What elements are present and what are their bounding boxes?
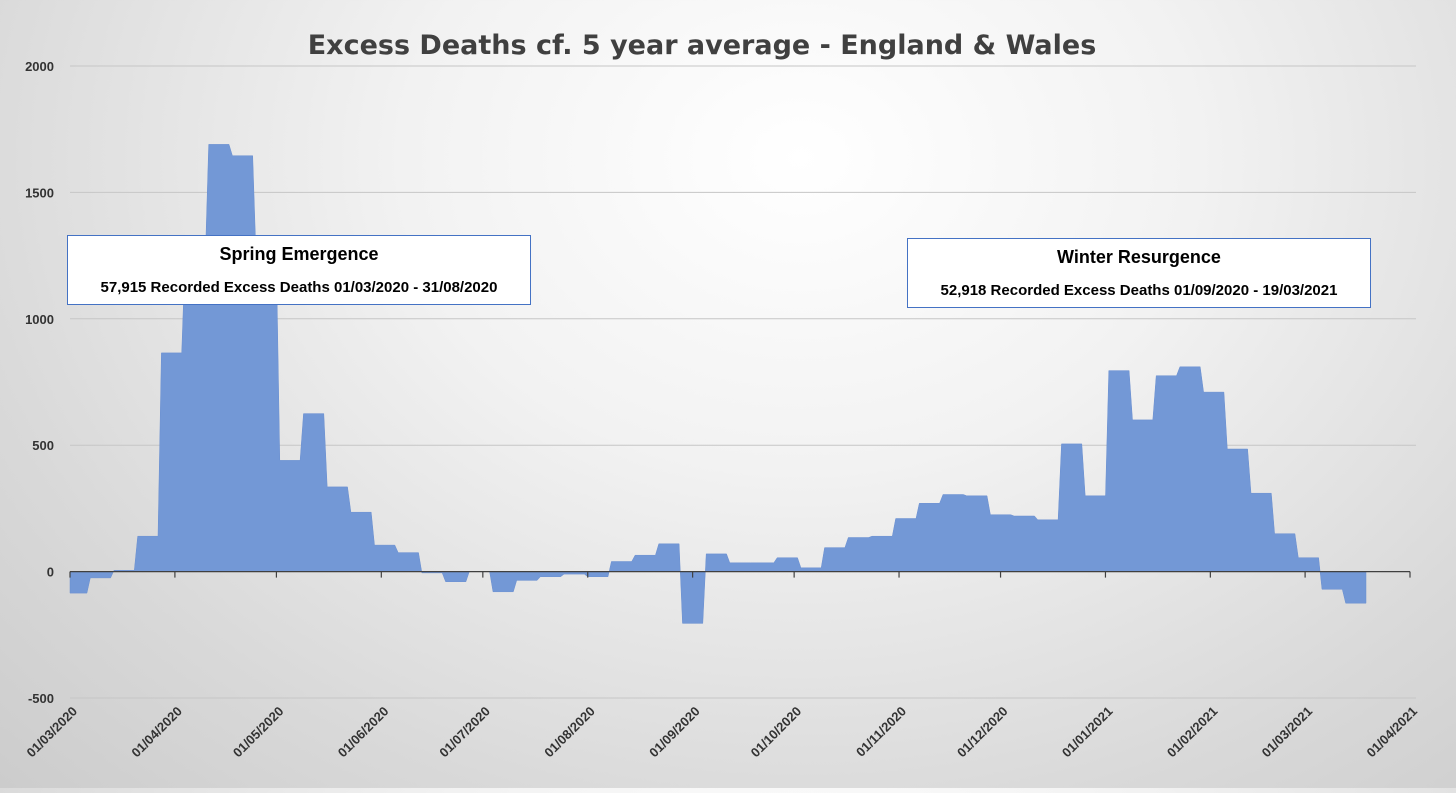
annotation-winter-text: 52,918 Recorded Excess Deaths 01/09/2020…	[940, 282, 1338, 299]
annotation-winter-title: Winter Resurgence	[1057, 247, 1221, 267]
ytick-label--500: -500	[28, 691, 54, 706]
ytick-label-1500: 1500	[25, 185, 54, 200]
ytick-label-2000: 2000	[25, 59, 54, 74]
y-axis: -500 0 500 1000 1500 2000	[25, 59, 54, 706]
xtick-label-2: 01/05/2020	[230, 704, 287, 761]
xtick-label-3: 01/06/2020	[335, 704, 392, 761]
ytick-label-0: 0	[47, 565, 54, 580]
xtick-label-9: 01/12/2020	[954, 704, 1011, 761]
annotation-winter-resurgence: Winter Resurgence 52,918 Recorded Excess…	[907, 238, 1371, 308]
annotation-spring-emergence: Spring Emergence 57,915 Recorded Excess …	[67, 235, 531, 305]
xtick-label-7: 01/10/2020	[748, 704, 805, 761]
xtick-label-5: 01/08/2020	[541, 704, 598, 761]
x-axis	[69, 570, 1411, 578]
xtick-label-10: 01/01/2021	[1059, 704, 1116, 761]
plot-area	[69, 144, 1367, 624]
annotation-spring-text: 57,915 Recorded Excess Deaths 01/03/2020…	[100, 279, 498, 296]
xtick-label-11: 01/02/2021	[1164, 704, 1221, 761]
x-axis-labels: 01/03/2020 01/04/2020 01/05/2020 01/06/2020…	[23, 704, 1420, 761]
xtick-label-6: 01/09/2020	[646, 704, 703, 761]
ytick-label-1000: 1000	[25, 312, 54, 327]
xtick-label-13: 01/04/2021	[1363, 704, 1420, 761]
xtick-label-0: 01/03/2020	[23, 704, 80, 761]
chart-title: Excess Deaths cf. 5 year average - Engla…	[308, 30, 1097, 61]
annotation-spring-title: Spring Emergence	[219, 244, 379, 264]
area-series-0	[69, 144, 1367, 624]
xtick-label-8: 01/11/2020	[853, 704, 909, 760]
xtick-label-1: 01/04/2020	[128, 704, 185, 761]
xtick-label-12: 01/03/2021	[1259, 704, 1316, 761]
ytick-label-500: 500	[32, 438, 54, 453]
xtick-label-4: 01/07/2020	[436, 704, 493, 761]
